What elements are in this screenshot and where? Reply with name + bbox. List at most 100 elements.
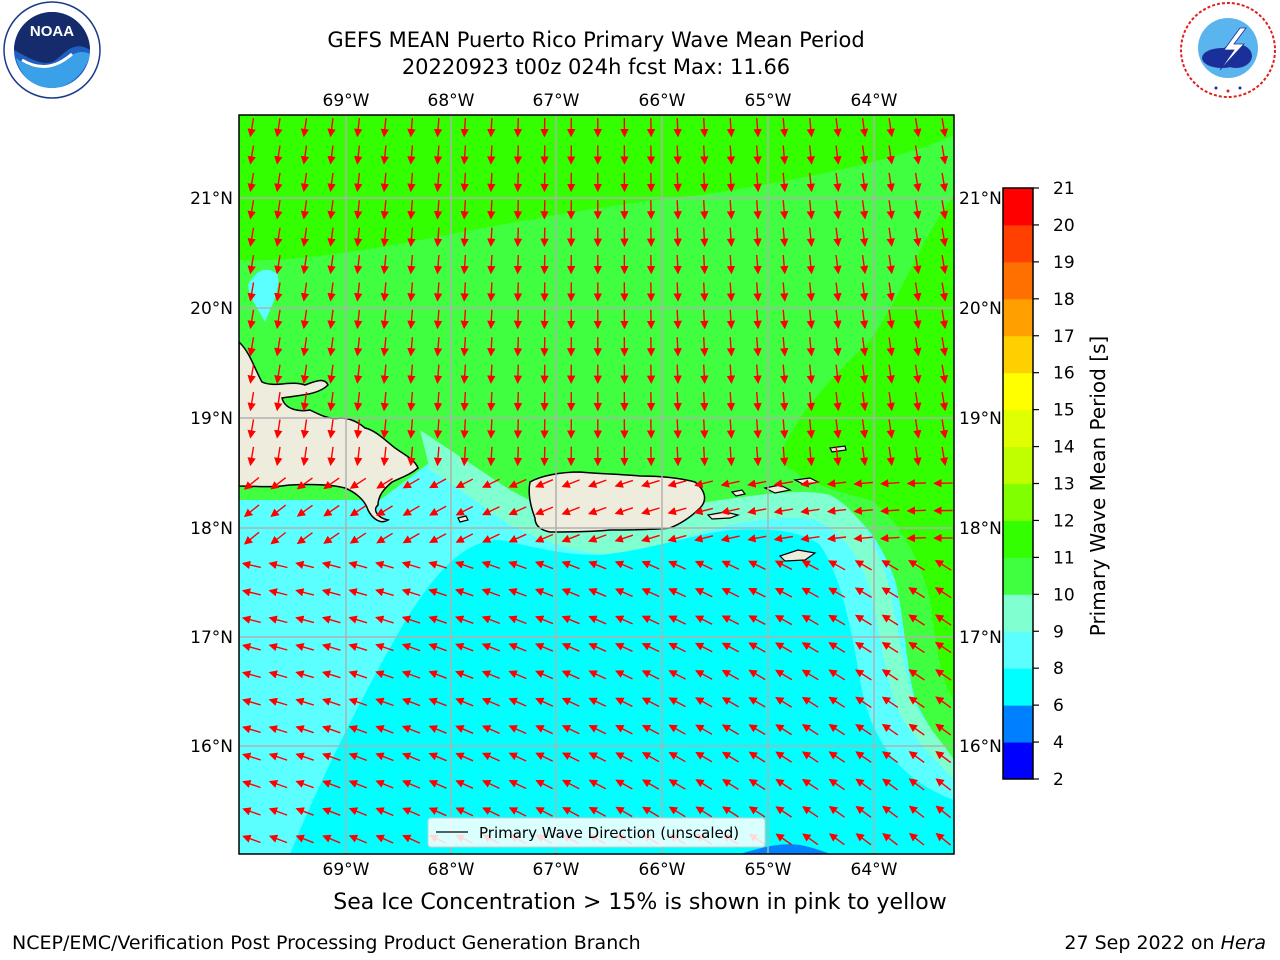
wave-direction-arrow bbox=[481, 697, 500, 707]
wave-direction-arrow bbox=[241, 588, 261, 597]
wave-direction-arrow bbox=[614, 588, 633, 598]
wave-direction-arrow bbox=[375, 807, 394, 817]
wave-direction-arrow bbox=[908, 778, 925, 791]
colorbar-tick-label: 13 bbox=[1053, 475, 1075, 495]
wave-direction-arrow bbox=[429, 478, 447, 489]
wave-direction-arrow bbox=[508, 588, 527, 597]
wave-direction-arrow bbox=[561, 779, 580, 790]
wave-direction-arrow bbox=[561, 725, 580, 735]
wave-direction-arrow bbox=[673, 309, 682, 330]
wave-direction-arrow bbox=[774, 669, 793, 681]
wave-direction-arrow bbox=[270, 504, 287, 517]
colorbar-tick-label: 21 bbox=[1053, 179, 1075, 199]
wave-direction-arrow bbox=[274, 391, 283, 412]
wave-direction-arrow bbox=[806, 282, 815, 302]
wave-direction-arrow bbox=[354, 446, 363, 467]
wave-direction-arrow bbox=[327, 255, 336, 275]
wave-direction-arrow bbox=[455, 752, 474, 762]
wave-direction-arrow bbox=[535, 642, 554, 652]
wave-direction-arrow bbox=[268, 807, 288, 816]
wave-direction-arrow bbox=[775, 806, 792, 818]
wave-direction-arrow bbox=[859, 419, 869, 439]
wave-direction-arrow bbox=[833, 392, 842, 412]
colorbar-segment bbox=[1003, 188, 1033, 226]
wave-direction-arrow bbox=[833, 200, 842, 220]
footer-credit: NCEP/EMC/Verification Post Processing Pr… bbox=[12, 932, 641, 954]
wave-direction-arrow bbox=[274, 282, 283, 302]
colorbar-tick-label: 15 bbox=[1053, 401, 1075, 421]
wave-direction-arrow bbox=[327, 282, 336, 302]
wave-direction-arrow bbox=[300, 337, 310, 357]
wave-direction-arrow bbox=[401, 725, 421, 734]
wave-direction-arrow bbox=[859, 255, 869, 275]
wave-direction-arrow bbox=[375, 670, 394, 679]
wave-direction-arrow bbox=[534, 588, 554, 597]
st-croix-island bbox=[778, 549, 817, 562]
wave-direction-arrow bbox=[934, 587, 952, 599]
wave-direction-arrow bbox=[614, 615, 633, 625]
wave-direction-arrow bbox=[481, 615, 501, 625]
wave-direction-arrow bbox=[407, 446, 416, 467]
wave-direction-arrow bbox=[801, 751, 819, 763]
wave-direction-arrow bbox=[274, 446, 283, 467]
wave-direction-arrow bbox=[300, 282, 310, 302]
wave-direction-arrow bbox=[327, 419, 336, 439]
wave-direction-arrow bbox=[775, 696, 793, 708]
wave-direction-arrow bbox=[753, 200, 762, 220]
wave-direction-arrow bbox=[615, 697, 633, 708]
wave-direction-arrow bbox=[268, 752, 288, 761]
footer-date: 27 Sep 2022 on Hera bbox=[1064, 932, 1266, 954]
wave-direction-arrow bbox=[482, 533, 500, 543]
lon-labels-bottom: 69°W 68°W 67°W 66°W 65°W 64°W bbox=[323, 860, 898, 880]
legend-label: Primary Wave Direction (unscaled) bbox=[479, 824, 739, 842]
wave-direction-arrow bbox=[348, 834, 367, 844]
wave-direction-arrow bbox=[535, 779, 553, 790]
wave-direction-arrow bbox=[748, 560, 766, 571]
wave-direction-arrow bbox=[376, 477, 393, 489]
wave-direction-arrow bbox=[513, 446, 523, 467]
wave-direction-arrow bbox=[641, 752, 660, 763]
wave-direction-arrow bbox=[668, 670, 686, 680]
lon-label: 68°W bbox=[428, 860, 475, 880]
wave-direction-arrow bbox=[806, 419, 815, 439]
wave-direction-arrow bbox=[668, 806, 686, 818]
wave-direction-arrow bbox=[673, 200, 682, 220]
wave-direction-arrow bbox=[433, 145, 443, 165]
wave-direction-arrow bbox=[779, 364, 789, 384]
wave-direction-arrow bbox=[428, 697, 447, 707]
wave-direction-arrow bbox=[348, 642, 368, 652]
wave-direction-arrow bbox=[806, 446, 815, 467]
wave-direction-arrow bbox=[375, 642, 394, 652]
period-contour-11-east bbox=[780, 195, 954, 700]
wave-direction-arrow bbox=[380, 254, 389, 275]
wave-direction-arrow bbox=[828, 778, 845, 791]
wave-direction-arrow bbox=[806, 254, 815, 275]
wave-direction-arrow bbox=[853, 479, 873, 488]
wave-direction-arrow bbox=[700, 364, 709, 384]
wave-direction-arrow bbox=[694, 642, 713, 653]
colorbar-tick-label: 12 bbox=[1053, 511, 1075, 531]
wave-direction-arrow bbox=[833, 118, 842, 138]
wave-direction-arrow bbox=[428, 588, 447, 597]
wave-direction-arrow bbox=[673, 282, 682, 302]
wave-direction-arrow bbox=[747, 479, 767, 488]
wave-direction-arrow bbox=[779, 446, 789, 467]
colorbar-segment bbox=[1003, 372, 1033, 411]
wave-direction-arrow bbox=[401, 588, 421, 597]
footer-date-text: 27 Sep 2022 on bbox=[1064, 932, 1221, 954]
wave-direction-arrow bbox=[913, 391, 922, 412]
wave-direction-arrow bbox=[775, 751, 792, 763]
noaa-logo-icon: NOAA bbox=[3, 1, 101, 99]
wave-direction-arrow bbox=[855, 805, 872, 818]
wave-direction-arrow bbox=[806, 172, 815, 193]
wave-direction-arrow bbox=[806, 309, 815, 330]
wave-direction-arrow bbox=[753, 364, 762, 384]
wave-direction-arrow bbox=[454, 560, 474, 569]
wave-direction-arrow bbox=[561, 752, 580, 762]
wave-direction-arrow bbox=[913, 172, 922, 193]
wave-direction-arrow bbox=[380, 172, 389, 193]
wave-direction-arrow bbox=[274, 337, 283, 357]
colorbar-tick-label: 10 bbox=[1053, 585, 1075, 605]
lon-label: 64°W bbox=[851, 860, 898, 880]
wave-direction-arrow bbox=[779, 254, 789, 275]
